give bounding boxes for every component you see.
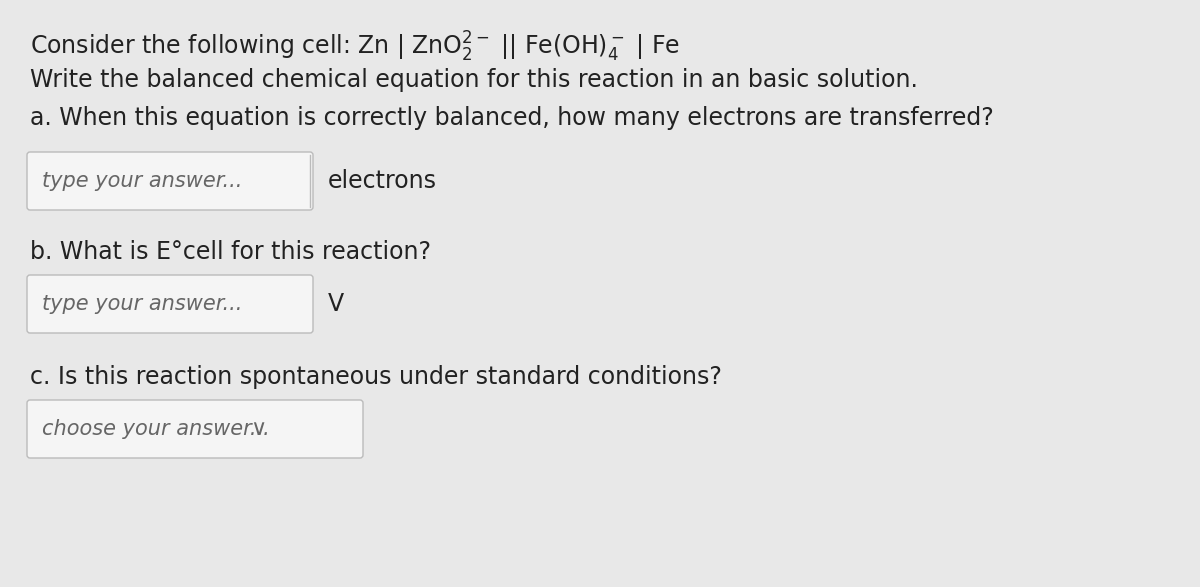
Text: ∨: ∨	[250, 419, 266, 439]
Text: b. What is E°cell for this reaction?: b. What is E°cell for this reaction?	[30, 240, 431, 264]
Text: type your answer...: type your answer...	[42, 294, 242, 314]
FancyBboxPatch shape	[28, 275, 313, 333]
FancyBboxPatch shape	[28, 400, 364, 458]
Text: V: V	[328, 292, 344, 316]
Text: Consider the following cell: Zn | ZnO$_2^{2-}$ || Fe(OH)$_4^-$ | Fe: Consider the following cell: Zn | ZnO$_2…	[30, 30, 680, 64]
Text: electrons: electrons	[328, 169, 437, 193]
Text: type your answer...: type your answer...	[42, 171, 242, 191]
Text: choose your answer...: choose your answer...	[42, 419, 270, 439]
Text: c. Is this reaction spontaneous under standard conditions?: c. Is this reaction spontaneous under st…	[30, 365, 722, 389]
FancyBboxPatch shape	[28, 152, 313, 210]
Text: a. When this equation is correctly balanced, how many electrons are transferred?: a. When this equation is correctly balan…	[30, 106, 994, 130]
Text: Write the balanced chemical equation for this reaction in an basic solution.: Write the balanced chemical equation for…	[30, 68, 918, 92]
